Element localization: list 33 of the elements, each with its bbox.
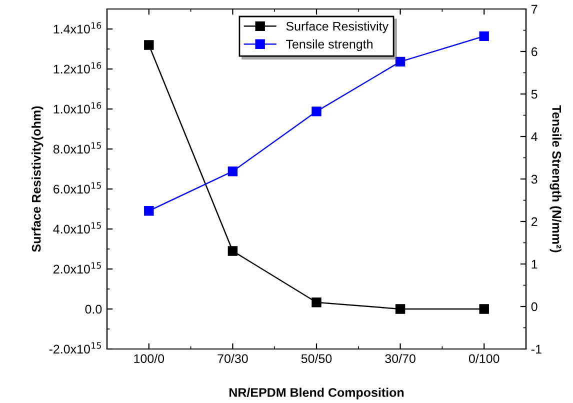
y2-tick-label: 3 bbox=[531, 174, 538, 184]
y2-axis-title: Tensile Strength (N/mm²) bbox=[550, 105, 562, 252]
x-tick-label: 70/30 bbox=[218, 354, 248, 364]
x-tick-label: 30/70 bbox=[385, 354, 416, 364]
y2-tick-label: 5 bbox=[531, 90, 538, 99]
y-tick-label: 1.0x10$^{16}$ bbox=[54, 102, 102, 114]
y-tick-label: 8.0x10$^{15}$ bbox=[53, 142, 101, 154]
y-axis-title: Surface Resistivity(ohm) bbox=[32, 106, 44, 252]
legend-label: Surface Resistivity bbox=[286, 22, 389, 34]
point bbox=[228, 166, 238, 176]
y-tick-label: 2.0x10$^{15}$ bbox=[54, 262, 101, 274]
x-tick-label: 50/50 bbox=[301, 354, 332, 364]
x-tick-label: 100/0 bbox=[134, 354, 164, 364]
y-tick-label: 1.4x10$^{16}$ bbox=[54, 22, 102, 34]
y-tick-label: 6.0x10$^{15}$ bbox=[54, 182, 101, 194]
y2-tick-label: 2 bbox=[531, 217, 538, 226]
x-tick-label: 0/100 bbox=[468, 354, 500, 364]
y-tick-label: 0.0 bbox=[85, 304, 102, 314]
y2-tick-label: 1 bbox=[532, 260, 538, 269]
y2-tick-label: 4 bbox=[531, 132, 538, 142]
point bbox=[479, 31, 489, 42]
legend-label: Tensile strength bbox=[286, 39, 372, 52]
y2-tick-label: 0 bbox=[531, 302, 538, 312]
y-tick-label: -2.0x10$^{15}$ bbox=[49, 342, 101, 354]
x-axis-title: NR/EPDM Blend Composition bbox=[229, 388, 404, 400]
y2-tick-label: 6 bbox=[531, 47, 538, 56]
point bbox=[312, 106, 322, 116]
y2-tick-label: -1 bbox=[531, 344, 542, 354]
y-tick-label: 1.2x10$^{16}$ bbox=[54, 62, 102, 74]
point bbox=[144, 206, 154, 216]
y2-tick-label: 7 bbox=[532, 4, 538, 14]
point bbox=[395, 56, 406, 67]
y-tick-label: 4.0x10$^{15}$ bbox=[53, 222, 101, 234]
